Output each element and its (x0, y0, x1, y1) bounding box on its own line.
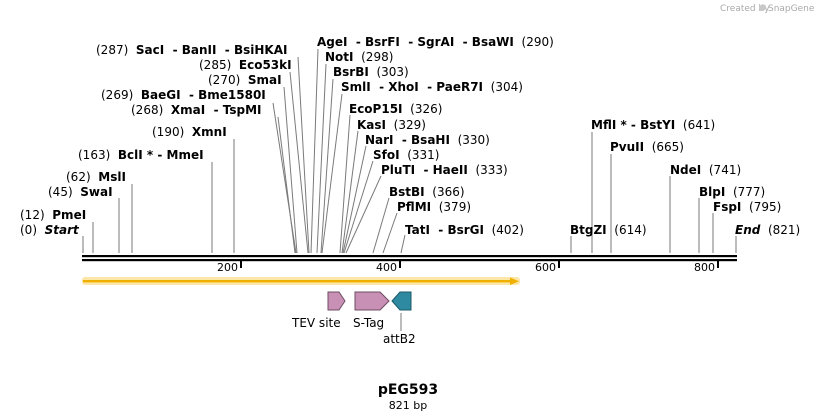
site-label-agei: AgeI - BsrFI - SgrAI - BsaWI (290) (317, 35, 554, 49)
attb2-label: attB2 (383, 332, 416, 346)
attb2-feature-arrow (391, 291, 412, 311)
site-label-end: End (821) (735, 223, 800, 237)
leader-baegi (272, 102, 297, 254)
credit-brand: SnapGene (768, 4, 815, 14)
leader-tati (400, 234, 406, 254)
site-label-nari: NarI - BsaHI (330) (365, 133, 490, 147)
orf-arrow (82, 277, 520, 285)
site-label-blpi: BlpI (777) (699, 185, 765, 199)
site-label-smli: SmlI - XhoI - PaeR7I (304) (341, 80, 523, 94)
site-label-pluti: PluTI - HaeII (333) (381, 163, 508, 177)
site-label-bcli: (163) BclI * - MmeI (78, 148, 204, 162)
site-label-mfli: MflI * - BstYI (641) (591, 118, 715, 132)
ruler-label-200: 200 (217, 261, 238, 274)
site-label-smai: (270) SmaI (208, 73, 282, 87)
site-label-start: (0) Start (20, 223, 80, 237)
leader-bstbi (372, 197, 390, 254)
leader-pluti (345, 175, 382, 254)
leader-sfoi (343, 160, 374, 254)
leader-noti (316, 63, 327, 254)
leader-ecop15i (339, 114, 351, 254)
s-tag-label: S-Tag (353, 316, 384, 330)
site-label-msli: (62) MslI (66, 170, 126, 184)
site-label-bsrbi: BsrBI (303) (333, 65, 409, 79)
snapgene-credit: Created by SnapGene (720, 4, 815, 14)
site-label-swai: (45) SwaI (48, 185, 113, 199)
site-label-kasi: KasI (329) (357, 118, 426, 132)
leader-smli (321, 93, 343, 254)
credit-text: Created by (720, 4, 770, 14)
leader-smai (283, 86, 298, 254)
site-label-pmei: (12) PmeI (20, 208, 86, 222)
site-label-xmai: (268) XmaI - TspMI (131, 103, 261, 117)
site-label-xmni: (190) XmnI (152, 125, 227, 139)
tev-site-feature-arrow (327, 291, 346, 311)
site-label-tati: TatI - BsrGI (402) (405, 223, 524, 237)
leader-agei (310, 48, 319, 254)
site-labels: (0) Start (12) PmeI (45) SwaI (62) MslI … (20, 35, 800, 237)
leader-kasi (341, 130, 359, 254)
site-label-baegi: (269) BaeGI - Bme1580I (101, 88, 266, 102)
s-tag-feature-arrow (354, 291, 390, 311)
map-title: pEG593 (378, 382, 438, 398)
site-label-pflmi: PflMI (379) (397, 200, 471, 214)
site-label-eco53ki: (285) Eco53kI (199, 58, 292, 72)
leader-saci (297, 56, 310, 254)
tev-site-label: TEV site (291, 316, 341, 330)
ruler-label-600: 600 (535, 261, 556, 274)
leader-bsrbi (320, 78, 334, 254)
map-subtitle: 821 bp (389, 399, 427, 412)
ruler-label-400: 400 (376, 261, 397, 274)
site-label-ecop15i: EcoP15I (326) (349, 102, 442, 116)
site-label-btgzi: BtgZI (614) (570, 223, 647, 237)
site-label-pvuii: PvuII (665) (610, 140, 684, 154)
leader-pflmi (382, 212, 398, 254)
leader-eco53ki (289, 71, 309, 254)
site-leader-lines (82, 48, 737, 254)
site-label-noti: NotI (298) (325, 50, 393, 64)
snapgene-logo-icon (759, 4, 767, 11)
ruler: 200 400 600 800 (217, 261, 719, 274)
site-label-sfoi: SfoI (331) (373, 148, 439, 162)
site-label-fspi: FspI (795) (713, 200, 781, 214)
sequence-backbone (82, 255, 737, 262)
ruler-label-800: 800 (694, 261, 715, 274)
site-label-bstbi: BstBI (366) (389, 185, 465, 199)
features: TEV site S-Tag attB2 (291, 291, 416, 346)
leader-nari (342, 145, 367, 254)
site-label-ndei: NdeI (741) (670, 163, 741, 177)
site-label-saci: (287) SacI - BanII - BsiHKAI (96, 43, 287, 57)
